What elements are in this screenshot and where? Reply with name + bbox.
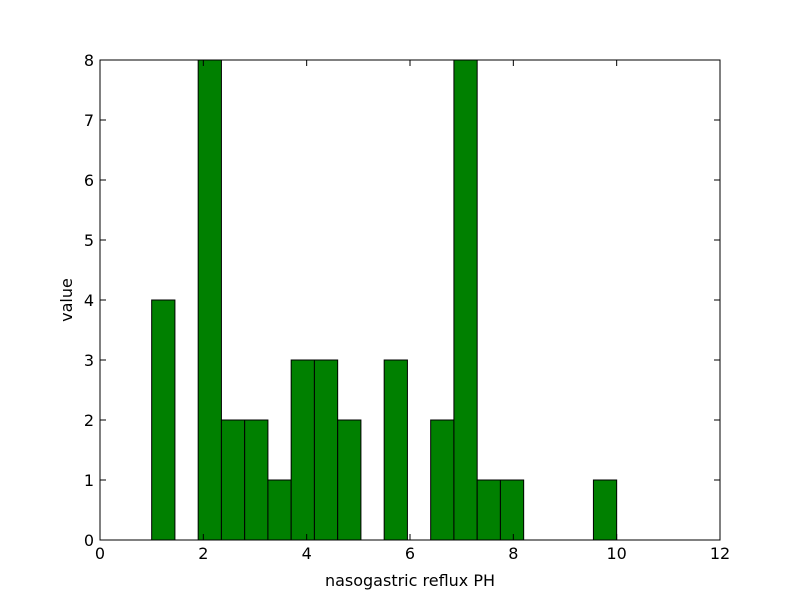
y-axis-label: value [57, 278, 76, 322]
bars-group [151, 59, 618, 541]
y-tick-label-5: 5 [84, 231, 94, 250]
y-tick-label-0: 0 [84, 531, 94, 550]
bar-4 [267, 479, 292, 541]
y-tick-label-1: 1 [84, 471, 94, 490]
bar-2 [220, 419, 246, 541]
y-tick-label-8: 8 [84, 51, 94, 70]
x-tick-label-8: 8 [508, 544, 518, 563]
bar-13 [592, 479, 618, 541]
bar-12 [499, 479, 525, 541]
x-axis-label: nasogastric reflux PH [325, 571, 495, 590]
bar-6 [313, 359, 339, 541]
x-tick-label-4: 4 [302, 544, 312, 563]
bar-10 [453, 59, 478, 541]
plot-frame [99, 59, 721, 541]
y-tick-label-4: 4 [84, 291, 94, 310]
bar-9 [430, 419, 455, 541]
bar-8 [383, 359, 408, 541]
bar-3 [244, 419, 269, 541]
y-tick-label-6: 6 [84, 171, 94, 190]
bar-0 [151, 299, 176, 541]
bar-5 [290, 359, 315, 541]
x-tick-label-6: 6 [405, 544, 415, 563]
y-tick-label-3: 3 [84, 351, 94, 370]
y-tick-label-7: 7 [84, 111, 94, 130]
bar-1 [197, 59, 222, 541]
x-tick-label-0: 0 [95, 544, 105, 563]
x-tick-label-10: 10 [606, 544, 626, 563]
bar-11 [476, 479, 501, 541]
x-tick-label-2: 2 [198, 544, 208, 563]
x-tick-label-12: 12 [710, 544, 730, 563]
y-tick-label-2: 2 [84, 411, 94, 430]
bar-7 [337, 419, 362, 541]
plot-background [100, 60, 720, 540]
